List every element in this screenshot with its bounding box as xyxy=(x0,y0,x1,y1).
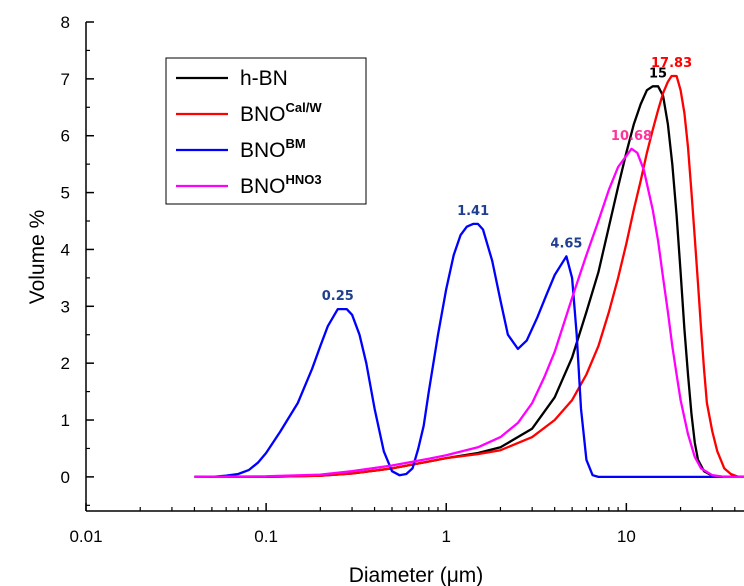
series-line-bno-cal-w xyxy=(194,74,744,479)
x-tick-label: 0.01 xyxy=(69,527,102,546)
x-tick-label: 10 xyxy=(617,527,636,546)
legend-label: BNOBM xyxy=(240,136,306,162)
series-lines xyxy=(194,74,744,479)
x-axis-title: Diameter (μm) xyxy=(349,564,484,586)
y-tick-label: 2 xyxy=(61,354,70,373)
peak-label: 4.65 xyxy=(550,236,582,251)
y-tick-label: 1 xyxy=(61,411,70,430)
series-line-bno-bm xyxy=(194,222,744,479)
y-tick-label: 0 xyxy=(61,468,70,487)
legend-box xyxy=(165,57,367,205)
legend-label: BNOHNO3 xyxy=(240,172,322,198)
peak-label: 0.25 xyxy=(322,289,354,304)
y-tick-label: 8 xyxy=(61,13,70,32)
legend: h-BN BNOCal/W BNOBM BNOHNO3 xyxy=(165,57,367,205)
y-tick-label: 7 xyxy=(61,70,70,89)
y-axis-title: Volume % xyxy=(26,210,49,305)
y-tick-label: 5 xyxy=(61,184,70,203)
series-line-bno-hno3 xyxy=(194,147,744,479)
y-tick-label: 3 xyxy=(61,297,70,316)
y-tick-label: 6 xyxy=(61,127,70,146)
legend-label: h-BN xyxy=(240,67,288,90)
x-tick-label: 0.1 xyxy=(254,527,278,546)
axes: 0 1 2 3 4 5 6 7 8 0.01 0.1 1 10 xyxy=(61,13,744,546)
peak-label: 17.83 xyxy=(651,56,692,71)
x-tick-label: 1 xyxy=(441,527,450,546)
peak-label: 10.68 xyxy=(611,129,652,144)
peak-label: 1.41 xyxy=(457,204,489,219)
legend-label: BNOCal/W xyxy=(240,100,322,126)
y-tick-label: 4 xyxy=(61,240,70,259)
peak-label: 15 xyxy=(649,66,667,81)
